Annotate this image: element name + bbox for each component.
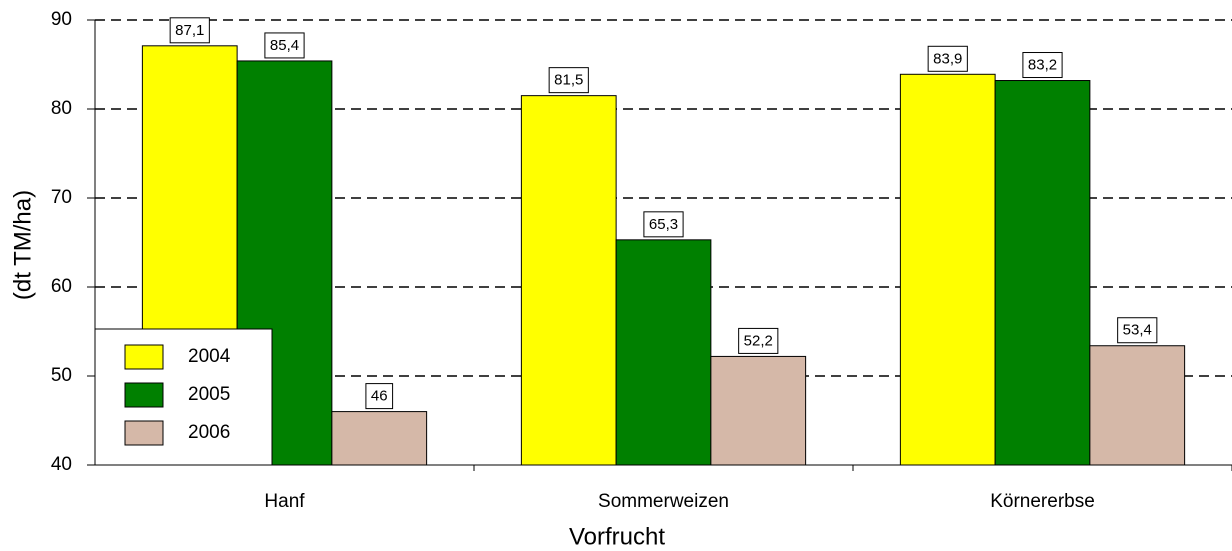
y-axis-label: (dt TM/ha) — [9, 190, 36, 300]
x-tick-label: Körnererbse — [990, 491, 1095, 512]
value-label-box — [738, 327, 779, 354]
y-tick-label: 50 — [51, 365, 72, 386]
value-label: 87,1 — [175, 22, 204, 39]
legend-label: 2006 — [188, 422, 230, 443]
y-tick-label: 80 — [51, 98, 72, 119]
y-tick-label: 70 — [51, 187, 72, 208]
bar — [520, 95, 617, 466]
bar — [331, 411, 428, 466]
value-label-box — [169, 17, 210, 44]
bar — [1089, 345, 1186, 466]
value-label: 46 — [371, 388, 388, 405]
value-label: 53,4 — [1123, 322, 1152, 339]
y-tick-label: 90 — [51, 9, 72, 30]
legend-swatch — [124, 382, 164, 408]
x-axis-label: Vorfrucht — [569, 523, 665, 550]
bar — [615, 239, 712, 466]
value-label: 52,2 — [744, 332, 773, 349]
bar — [899, 73, 996, 466]
x-tick-label: Sommerweizen — [598, 491, 729, 512]
bar — [710, 355, 807, 466]
value-label-box — [365, 383, 394, 410]
value-label-box — [1022, 52, 1063, 79]
legend-label: 2005 — [188, 384, 230, 405]
value-label-box — [643, 211, 684, 238]
value-label-box — [264, 32, 305, 59]
legend-box — [94, 328, 273, 466]
x-tick-label: Hanf — [264, 491, 305, 512]
value-label-box — [548, 67, 589, 94]
value-label: 83,2 — [1028, 56, 1057, 73]
legend-swatch — [124, 344, 164, 370]
legend-swatch — [124, 420, 164, 446]
value-label-box — [1117, 317, 1158, 344]
value-label: 81,5 — [554, 72, 583, 89]
value-label: 65,3 — [649, 216, 678, 233]
y-tick-label: 40 — [51, 454, 72, 475]
bar — [994, 80, 1091, 466]
value-label: 83,9 — [933, 50, 962, 67]
y-tick-label: 60 — [51, 276, 72, 297]
legend-label: 2004 — [188, 346, 231, 367]
value-label: 85,4 — [270, 37, 299, 54]
value-label-box — [927, 45, 968, 72]
